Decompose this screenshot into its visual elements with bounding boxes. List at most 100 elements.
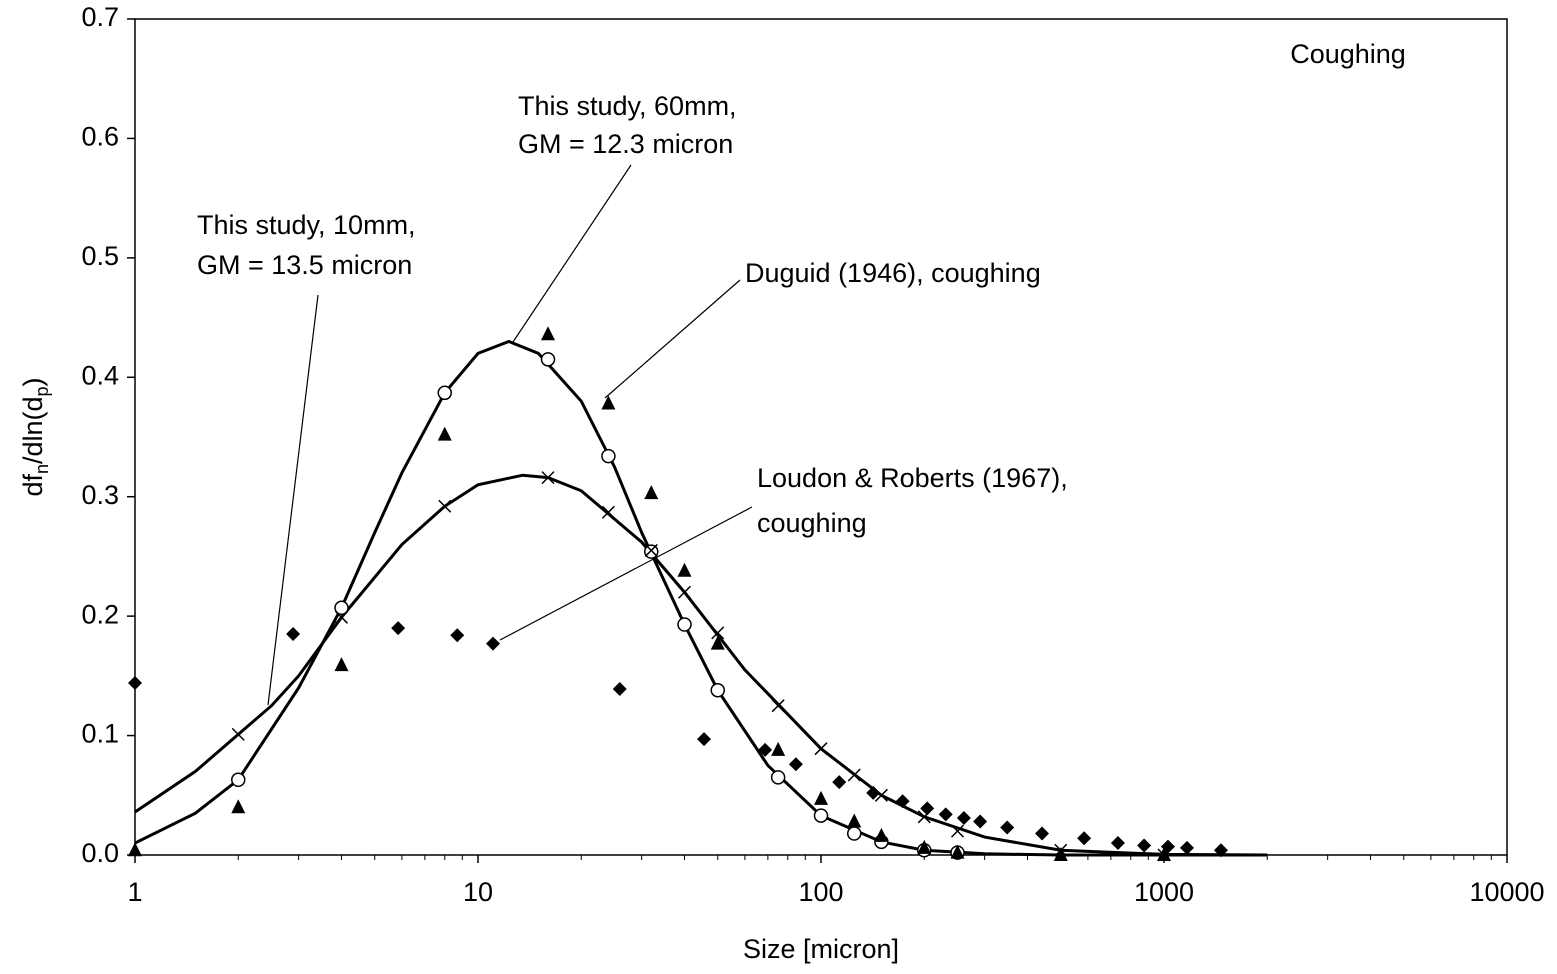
point-circle [846,826,862,841]
y-tick-label: 0.6 [81,122,119,152]
point-diamond [391,621,406,636]
y-tick-label: 0.5 [81,241,119,271]
point-diamond [1000,820,1015,835]
point-cross [711,626,725,640]
point-diamond [1160,839,1175,854]
x-tick-label: 1000 [1134,877,1194,907]
point-triangle [710,635,725,650]
point-diamond [1035,826,1050,841]
point-triangle [847,813,862,828]
y-label-part: ) [18,377,48,386]
point-triangle [950,844,965,859]
point-triangle [814,790,828,805]
point-diamond [1213,843,1228,858]
point-diamond [697,732,712,747]
annotation: Loudon & Roberts (1967), [757,463,1068,493]
point-circle [710,682,725,698]
point-cross [438,499,452,513]
point-triangle [128,842,142,857]
point-diamond [1110,836,1125,851]
point-cross [644,543,658,557]
point-circle [813,808,829,823]
point-triangle [437,426,452,441]
point-diamond [832,775,847,790]
point-cross [847,768,861,782]
point-diamond [788,757,803,772]
chart-label: Coughing [1290,39,1406,69]
y-tick-label: 0.3 [81,480,119,510]
y-tick-label: 0.0 [81,838,119,868]
point-diamond [758,742,773,757]
x-tick-label: 100 [798,877,843,907]
annotation: This study, 60mm, [518,91,737,121]
point-diamond [1077,831,1092,846]
point-triangle [874,827,889,842]
point-cross [601,505,615,519]
plot-frame [134,18,1508,856]
point-circle [540,352,556,367]
point-diamond [612,681,627,696]
point-diamond [128,676,142,691]
point-cross [231,727,245,741]
point-triangle [644,485,659,500]
fit-curve [134,339,1268,857]
y-tick-label: 0.4 [81,360,119,390]
y-axis-label: dfn/dln(dp) [18,377,52,496]
point-diamond [866,785,881,800]
point-triangle [1157,847,1171,861]
point-cross [541,471,555,485]
point-triangle [541,326,556,341]
point-diamond [920,801,935,816]
y-tick-label: 0.2 [81,599,119,629]
point-diamond [973,814,988,829]
point-triangle [334,657,349,672]
point-circle [334,600,349,616]
annotation-leader [604,279,741,399]
point-cross [950,824,965,838]
point-circle [677,617,692,632]
point-diamond [450,628,465,643]
x-tick-label: 10 [463,877,493,907]
point-triangle [677,562,692,577]
point-circle [437,385,453,401]
point-diamond [938,807,953,822]
point-triangle [601,395,616,410]
point-cross [334,610,349,624]
fit-curve [134,473,1268,857]
y-tick-label: 0.7 [81,2,119,32]
annotation-leader [267,294,319,706]
x-tick-label: 1 [127,877,142,907]
y-tick-label: 0.1 [81,719,119,749]
point-triangle [771,741,786,756]
y-label-sub: p [32,386,52,396]
annotation: GM = 13.5 micron [197,250,412,280]
point-circle [644,544,659,559]
point-diamond [1137,838,1152,853]
point-diamond [956,810,971,825]
y-label-part: /dln(d [18,396,48,464]
point-triangle [1053,847,1068,861]
point-triangle [231,799,246,814]
x-tick-label: 10000 [1469,877,1544,907]
point-diamond [1180,840,1195,855]
x-axis-label: Size [micron] [743,934,899,964]
annotation: Duguid (1946), coughing [745,258,1041,288]
annotation: GM = 12.3 micron [518,129,733,159]
y-label-part: df [18,474,48,497]
annotation-leader [499,506,753,641]
point-diamond [286,627,301,642]
point-cross [771,699,785,713]
point-circle [770,770,786,785]
annotation: This study, 10mm, [197,210,416,240]
point-triangle [917,839,932,854]
y-label-sub: n [32,464,52,474]
point-diamond [895,794,910,809]
point-diamond [486,636,501,651]
point-cross [677,585,692,599]
point-cross [814,742,828,756]
annotation-leader [512,164,632,343]
point-circle [601,448,616,464]
annotation: coughing [757,508,867,538]
point-circle [231,772,246,788]
